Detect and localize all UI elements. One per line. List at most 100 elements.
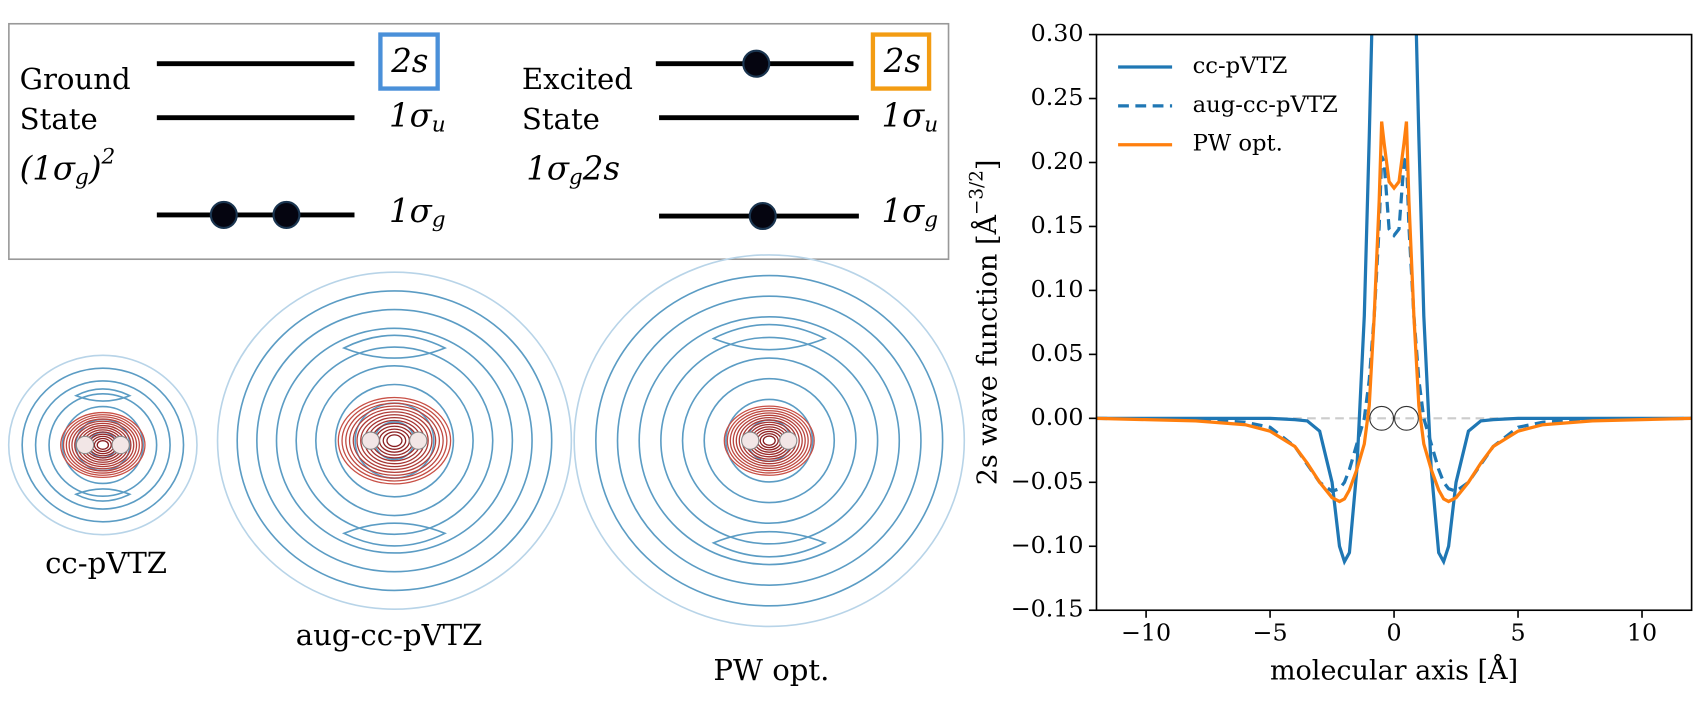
electron (748, 201, 777, 231)
electron (209, 200, 238, 229)
contour-label: PW opt. (713, 653, 829, 687)
y-axis-label-part: 2s wave function [Å (970, 215, 1003, 486)
density-contour (382, 431, 407, 450)
atom (361, 431, 380, 450)
level-label: 1σg (882, 191, 939, 232)
x-tick-label: 0 (1386, 618, 1401, 646)
line-chart: −0.15 −0.10 −0.05 0.00 0.05 0.10 0.15 0.20 0.25 0… (967, 19, 1693, 686)
contour (660, 336, 879, 545)
contour (7, 354, 198, 536)
y-axis-label-part: ] (972, 160, 1003, 171)
density-contour (62, 414, 143, 476)
contour (341, 334, 447, 547)
contour (34, 380, 171, 510)
ground-title: Ground (20, 62, 131, 96)
density-contour (386, 434, 403, 448)
contour (275, 327, 514, 554)
y-tick-label: −0.10 (1011, 531, 1084, 559)
contour (703, 377, 836, 504)
density-contour (735, 414, 803, 467)
level-label: 1σg (389, 191, 446, 232)
contour-label: cc-pVTZ (45, 546, 167, 580)
y-tick-label: −0.05 (1011, 467, 1084, 495)
density-contour (74, 422, 132, 468)
atom (75, 435, 95, 455)
legend-label: cc-pVTZ (1193, 53, 1288, 79)
contour (295, 346, 494, 536)
contour (573, 254, 966, 628)
contour (595, 274, 944, 607)
x-tick-label: 5 (1510, 618, 1525, 646)
electron (272, 200, 301, 229)
y-tick-label: 0.30 (1031, 19, 1084, 47)
plot-frame (1095, 33, 1693, 612)
contour (616, 295, 922, 586)
y-tick-label: 0.15 (1031, 211, 1084, 239)
y-tick-label: −0.15 (1011, 595, 1084, 623)
level-label: 1σu (389, 96, 446, 137)
x-axis-label: molecular axis [Å] (1270, 653, 1518, 686)
excited-title: Excited (522, 62, 633, 96)
series-line (1096, 34, 1692, 566)
diagram-frame (8, 22, 950, 261)
atom (409, 431, 428, 450)
density-contour (726, 407, 812, 474)
density-contour (68, 418, 138, 472)
y-tick-label: 0.10 (1031, 275, 1084, 303)
legend-label: aug-cc-pVTZ (1193, 92, 1338, 118)
level-label: 1σu (882, 96, 939, 137)
density-contour (723, 405, 815, 476)
orbital-diagram: Ground State (1σg)2 2s 1σu 1σg Excited S… (8, 22, 950, 261)
y-axis-label-part: −3/2 (967, 170, 988, 215)
density-contour (762, 435, 776, 446)
density-contour (345, 402, 444, 479)
atom (779, 431, 798, 450)
y-tick-label: 0.05 (1031, 339, 1084, 367)
density-contour (375, 425, 414, 456)
contour (216, 271, 573, 610)
contour (256, 308, 533, 573)
y-tick-label: 0.20 (1031, 147, 1084, 175)
density-contour (337, 396, 452, 485)
contour (315, 364, 474, 517)
x-tick-label: 10 (1627, 618, 1657, 646)
density-contour (341, 399, 448, 482)
y-tick-label: 0.00 (1031, 403, 1084, 431)
density-contour (360, 414, 429, 468)
contour-plots: cc-pVTZ aug-cc-pVTZ PW opt. (7, 254, 966, 687)
atom (111, 435, 130, 455)
density-contour (732, 412, 806, 469)
contour (48, 392, 158, 498)
density-contour (356, 411, 433, 471)
density-contour (352, 408, 437, 473)
density-contour (738, 416, 800, 465)
atom (1369, 405, 1395, 431)
series-line (1096, 121, 1692, 504)
contour (334, 383, 455, 498)
density-contour (96, 440, 110, 450)
contour (61, 405, 144, 485)
density-contour (93, 437, 112, 453)
contour (638, 316, 901, 566)
density-contour (759, 433, 779, 449)
level-label: 2s (883, 42, 921, 80)
x-tick-label: −5 (1253, 618, 1288, 646)
density-contour (65, 416, 140, 474)
contour (236, 290, 553, 592)
density-contour (348, 405, 441, 476)
ground-title: State (20, 102, 98, 136)
density-contour (71, 420, 135, 470)
y-tick-label: 0.25 (1031, 83, 1084, 111)
y-axis-label: 2s wave function [Å−3/2] (967, 160, 1003, 486)
excited-title: State (522, 102, 600, 136)
contour (711, 323, 827, 558)
highlight-box (870, 32, 932, 91)
density-contour (60, 411, 146, 479)
density-contour (729, 410, 809, 472)
excited-config: 1σg2s (526, 149, 620, 190)
contour (73, 388, 132, 502)
atom (741, 431, 760, 450)
contour (681, 357, 857, 525)
contour (21, 367, 185, 523)
